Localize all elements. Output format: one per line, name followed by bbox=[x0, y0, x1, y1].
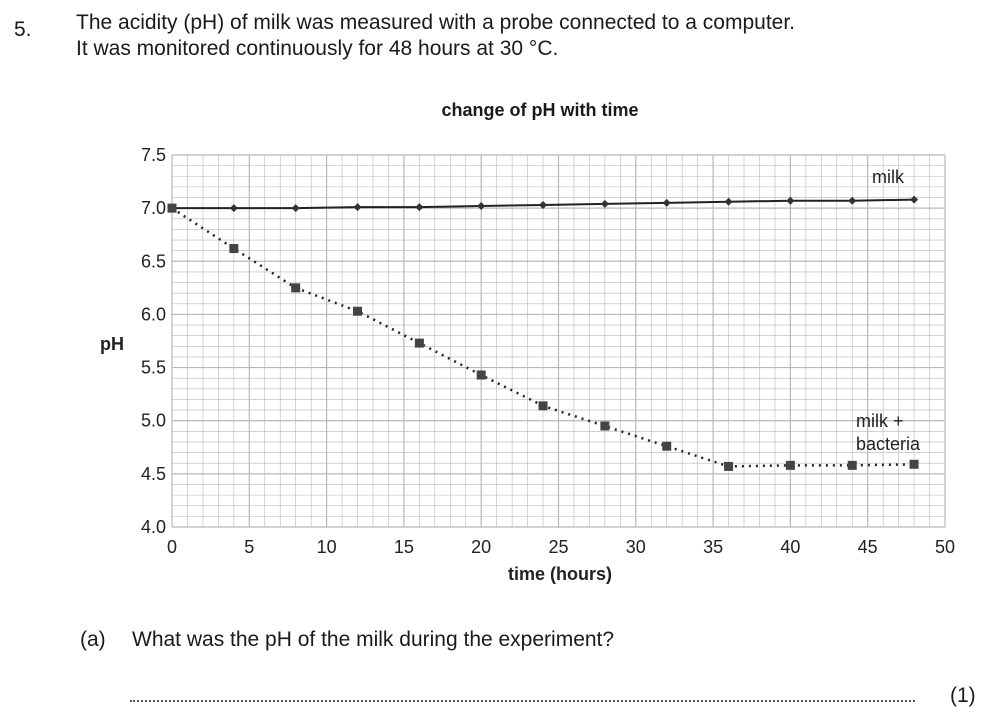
data-point-milk bbox=[848, 196, 857, 205]
question-text: The acidity (pH) of milk was measured wi… bbox=[76, 10, 795, 62]
x-tick-label: 15 bbox=[394, 537, 414, 557]
y-tick-label: 7.5 bbox=[141, 145, 166, 165]
data-point-milk-bacteria bbox=[662, 441, 672, 451]
y-tick-label: 7.0 bbox=[141, 198, 166, 218]
question-number: 5. bbox=[14, 18, 32, 41]
y-tick-label: 6.5 bbox=[141, 251, 166, 271]
marks-label: (1) bbox=[950, 684, 976, 707]
series-label-milk: milk bbox=[872, 167, 905, 187]
data-point-milk bbox=[539, 200, 548, 209]
data-point-milk bbox=[910, 195, 919, 204]
data-point-milk-bacteria bbox=[847, 460, 857, 470]
data-point-milk-bacteria bbox=[538, 401, 548, 411]
part-a-label: (a) bbox=[80, 628, 106, 651]
answer-line[interactable] bbox=[130, 686, 915, 702]
y-axis-label: pH bbox=[100, 334, 124, 354]
chart-title: change of pH with time bbox=[441, 100, 639, 120]
y-tick-label: 5.5 bbox=[141, 358, 166, 378]
x-tick-label: 25 bbox=[548, 537, 568, 557]
x-tick-label: 10 bbox=[317, 537, 337, 557]
data-point-milk-bacteria bbox=[353, 306, 363, 316]
y-tick-label: 4.5 bbox=[141, 464, 166, 484]
data-point-milk-bacteria bbox=[785, 460, 795, 470]
data-point-milk-bacteria bbox=[291, 283, 301, 293]
x-tick-label: 20 bbox=[471, 537, 491, 557]
data-point-milk bbox=[477, 202, 486, 211]
data-point-milk bbox=[786, 196, 795, 205]
y-tick-label: 5.0 bbox=[141, 411, 166, 431]
data-point-milk bbox=[229, 204, 238, 213]
data-point-milk-bacteria bbox=[414, 338, 424, 348]
data-point-milk bbox=[662, 198, 671, 207]
x-tick-label: 30 bbox=[626, 537, 646, 557]
data-point-milk bbox=[600, 199, 609, 208]
x-tick-label: 35 bbox=[703, 537, 723, 557]
x-tick-label: 45 bbox=[858, 537, 878, 557]
series-label-milk-bacteria-line2: bacteria bbox=[856, 434, 921, 454]
x-tick-label: 50 bbox=[935, 537, 955, 557]
data-point-milk-bacteria bbox=[724, 461, 734, 471]
data-point-milk-bacteria bbox=[229, 244, 239, 254]
data-point-milk bbox=[724, 197, 733, 206]
question-line-1: The acidity (pH) of milk was measured wi… bbox=[76, 11, 796, 34]
data-point-milk bbox=[291, 204, 300, 213]
data-point-milk-bacteria bbox=[600, 421, 610, 431]
part-a-question: (a) What was the pH of the milk during th… bbox=[80, 628, 614, 652]
y-tick-label: 4.0 bbox=[141, 517, 166, 537]
data-point-milk bbox=[353, 203, 362, 212]
x-tick-label: 5 bbox=[244, 537, 254, 557]
data-point-milk-bacteria bbox=[909, 459, 919, 469]
question-line-2: It was monitored continuously for 48 hou… bbox=[76, 37, 559, 60]
data-point-milk bbox=[415, 203, 424, 212]
x-tick-label: 0 bbox=[167, 537, 177, 557]
data-point-milk-bacteria bbox=[476, 370, 486, 380]
x-tick-label: 40 bbox=[780, 537, 800, 557]
x-axis-label: time (hours) bbox=[508, 564, 612, 584]
series-label-milk-bacteria-line1: milk + bbox=[856, 411, 904, 431]
data-point-milk-bacteria bbox=[167, 203, 177, 213]
y-tick-label: 6.0 bbox=[141, 304, 166, 324]
part-a-text: What was the pH of the milk during the e… bbox=[132, 628, 615, 651]
